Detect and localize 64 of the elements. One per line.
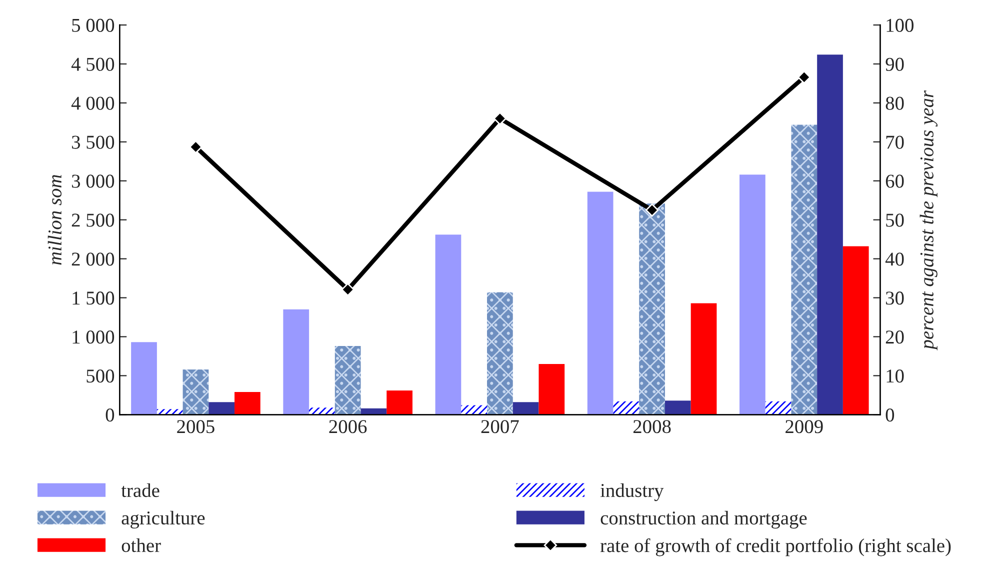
bar xyxy=(740,174,766,415)
point xyxy=(798,70,811,84)
point xyxy=(645,203,659,217)
x-tick-label: 2009 xyxy=(786,420,823,434)
y-tick-label: 500 xyxy=(86,369,114,383)
y2-tick-label: 40 xyxy=(885,252,904,266)
point xyxy=(189,140,202,154)
bar xyxy=(435,234,462,415)
bar xyxy=(234,392,260,415)
y-tick-label: 1 500 xyxy=(72,292,114,305)
bar xyxy=(587,192,614,415)
y-tick-label: 4 000 xyxy=(71,96,114,110)
x-tick-label: 2006 xyxy=(329,420,367,434)
bar xyxy=(765,401,792,415)
bar xyxy=(131,342,157,415)
y2-tick-label: 20 xyxy=(886,330,904,344)
y-tick-label: 0 xyxy=(106,408,114,422)
x-tick-label: 2007 xyxy=(481,420,519,434)
y2-tick-label: 90 xyxy=(886,58,904,71)
y2-tick-label: 80 xyxy=(886,96,904,110)
bar xyxy=(156,409,183,415)
y2-tick-label: 100 xyxy=(886,18,914,32)
bar xyxy=(613,401,640,415)
point xyxy=(341,282,354,296)
y2-tick-label: 60 xyxy=(886,174,904,188)
bar xyxy=(309,408,335,415)
legend-label: rate of growth of credit portfolio (right scale) xyxy=(600,538,951,556)
legend-label: construction and mortgage xyxy=(600,510,807,529)
legend-label: trade xyxy=(121,483,160,498)
bar xyxy=(538,364,565,415)
y-tick-label: 1 000 xyxy=(72,330,114,344)
bar xyxy=(283,309,310,415)
bar xyxy=(334,346,361,415)
y2-tick-label: 10 xyxy=(886,369,904,383)
y-tick-label: 3 500 xyxy=(72,136,114,149)
bar xyxy=(208,402,235,415)
y-tick-label: 4 500 xyxy=(71,58,114,71)
bar xyxy=(842,246,869,415)
y2-tick-label: 70 xyxy=(886,136,904,149)
bar xyxy=(817,54,843,415)
y-tick-label: 3 000 xyxy=(72,174,114,188)
bar xyxy=(664,400,691,415)
bar xyxy=(461,405,488,415)
x-tick-label: 2005 xyxy=(177,420,214,434)
bar xyxy=(791,124,818,415)
y-tick-label: 2 500 xyxy=(72,214,114,227)
y-axis-title: million som xyxy=(48,174,62,265)
bar xyxy=(690,303,717,415)
y2-tick-label: 0 xyxy=(886,408,894,422)
legend-label: agriculture xyxy=(122,510,205,529)
bar xyxy=(182,369,209,415)
bar xyxy=(639,203,665,415)
y2-tick-label: 50 xyxy=(886,214,904,227)
y2-axis-title: percent against the previous year xyxy=(920,90,938,350)
bar xyxy=(386,390,412,415)
y-tick-label: 5 000 xyxy=(72,18,114,32)
legend-label: other xyxy=(122,538,161,552)
x-tick-label: 2008 xyxy=(633,420,671,434)
point xyxy=(493,112,507,126)
bar xyxy=(512,402,539,415)
y-tick-label: 2 000 xyxy=(72,252,114,266)
legend-label: industry xyxy=(600,483,664,502)
y2-tick-label: 30 xyxy=(886,292,904,305)
bar xyxy=(487,292,513,415)
